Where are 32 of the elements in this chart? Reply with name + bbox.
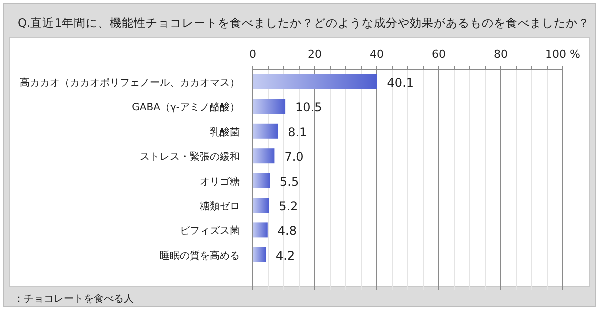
chart-title: Q.直近1年間に、機能性チョコレートを食べましたか？どのような成分や効果があるものを食べましたか？ — [18, 16, 590, 30]
data-label: 5.5 — [280, 174, 300, 189]
y-tick-label: 睡眠の質を高める — [160, 250, 240, 262]
x-tick-label: 20 — [308, 48, 322, 61]
data-label: 4.2 — [276, 248, 296, 263]
x-tick-label: 60 — [432, 48, 446, 61]
data-label: 7.0 — [284, 150, 304, 164]
y-tick-label: 糖類ゼロ — [200, 200, 240, 212]
y-tick-label: GABA（γ-アミノ酪酸） — [132, 102, 240, 114]
data-label: 4.8 — [278, 224, 297, 238]
bar — [253, 247, 266, 262]
bar — [253, 99, 286, 114]
y-tick-label: ストレス・緊張の緩和 — [140, 151, 240, 164]
x-tick-label: 40 — [370, 48, 384, 61]
y-tick-label: 高カカオ（カカオポリフェノール、カカオマス） — [20, 77, 240, 89]
x-tick-label: 80 — [494, 48, 508, 61]
data-label: 10.5 — [296, 100, 322, 115]
bar — [253, 173, 270, 188]
y-tick-label: 乳酸菌 — [210, 126, 240, 138]
bar — [253, 148, 275, 164]
bar — [253, 74, 378, 90]
data-label: 40.1 — [387, 76, 414, 90]
text: ：チョコレートを食べる人 — [14, 293, 134, 305]
bar — [253, 198, 270, 213]
data-label: 8.1 — [288, 125, 308, 140]
bar — [253, 222, 268, 238]
y-tick-label: オリゴ糖 — [200, 176, 240, 188]
x-tick-label: 0 — [250, 48, 256, 61]
bar — [253, 124, 278, 139]
data-label: 5.2 — [279, 200, 298, 214]
x-tick-label: 100 % — [546, 48, 580, 61]
y-tick-label: ビフィズス菌 — [180, 225, 240, 238]
